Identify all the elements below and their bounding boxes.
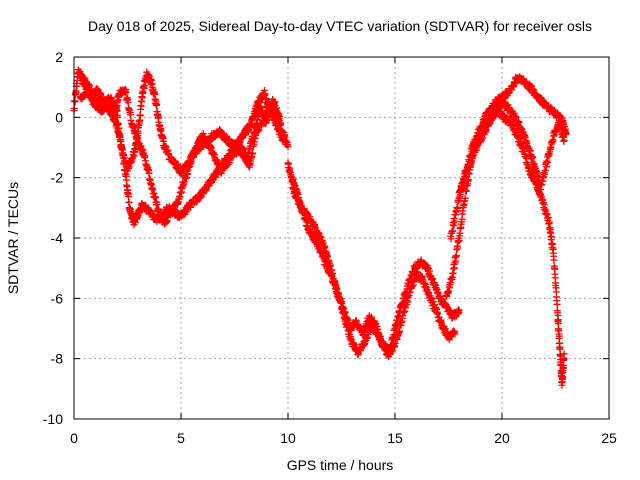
data-point <box>153 201 161 209</box>
x-tick-label: 25 <box>601 430 617 446</box>
data-point <box>199 130 207 138</box>
x-tick-label: 20 <box>494 430 510 446</box>
data-point <box>277 127 285 135</box>
y-tick-label: -4 <box>51 230 64 246</box>
data-point <box>455 307 463 315</box>
series-trace-5 <box>288 175 463 361</box>
data-point <box>113 121 121 129</box>
data-point <box>120 159 128 167</box>
y-tick-label: -10 <box>43 411 63 427</box>
data-point <box>553 300 561 308</box>
data-point <box>316 242 324 250</box>
data-point <box>396 309 404 317</box>
data-point <box>122 88 130 96</box>
data-point <box>153 101 161 109</box>
data-point <box>451 330 459 338</box>
y-tick-label: 2 <box>55 49 63 65</box>
x-axis-label: GPS time / hours <box>287 457 394 473</box>
x-tick-label: 15 <box>387 430 403 446</box>
series-trace-3 <box>79 76 283 228</box>
chart-title: Day 018 of 2025, Sidereal Day-to-day VTE… <box>88 18 592 34</box>
data-point <box>522 153 530 161</box>
y-tick-label: -6 <box>51 290 64 306</box>
y-axis-label: SDTVAR / TECUs <box>5 182 21 294</box>
data-point <box>523 154 531 162</box>
data-point <box>541 167 549 175</box>
data-point <box>136 112 144 120</box>
data-point <box>392 323 400 331</box>
data-point <box>410 268 418 276</box>
x-tick-label: 0 <box>70 430 78 446</box>
data-point <box>452 251 460 259</box>
data-point <box>451 217 459 225</box>
x-tick-label: 5 <box>177 430 185 446</box>
data-point <box>450 222 458 230</box>
data-point <box>250 130 258 138</box>
x-tick-label: 10 <box>280 430 296 446</box>
data-point <box>85 82 93 90</box>
series-trace-4 <box>284 159 459 359</box>
data-point <box>71 98 79 106</box>
data-point <box>454 244 462 252</box>
axis-ticks <box>73 56 610 420</box>
data-point <box>560 350 568 358</box>
y-tick-label: -8 <box>51 351 64 367</box>
data-point <box>549 136 557 144</box>
y-tick-label: 0 <box>55 109 63 125</box>
data-point <box>550 256 558 264</box>
data-point <box>284 143 292 151</box>
y-tick-label: -2 <box>51 170 64 186</box>
data-points <box>70 66 570 389</box>
data-point <box>467 151 475 159</box>
y-tick-labels: -10 -8 -6 -4 -2 0 2 <box>43 49 63 427</box>
data-point <box>275 113 283 121</box>
data-point <box>544 213 552 221</box>
data-point <box>271 98 279 106</box>
data-point <box>396 327 404 335</box>
data-point <box>145 169 153 177</box>
data-point <box>453 204 461 212</box>
data-point <box>555 332 563 340</box>
data-point <box>560 136 568 144</box>
x-tick-labels: 0 5 10 15 20 25 <box>70 430 617 446</box>
data-point <box>119 154 127 162</box>
data-point <box>280 135 288 143</box>
data-point <box>441 325 449 333</box>
series-trace-8 <box>455 105 568 389</box>
data-point <box>547 233 555 241</box>
